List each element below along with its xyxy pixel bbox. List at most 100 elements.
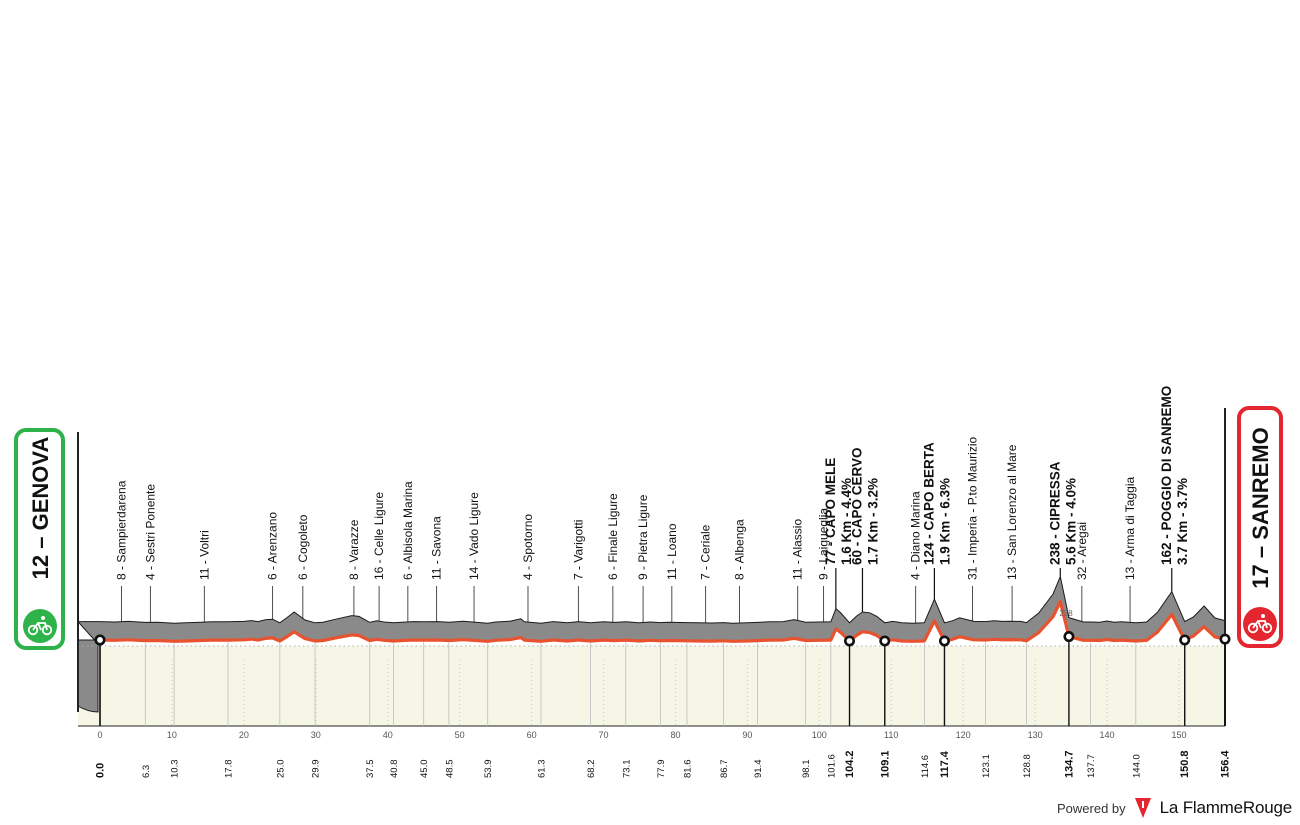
x-tick-label: 110	[884, 730, 898, 740]
checkpoint-dot	[844, 635, 856, 647]
km-point-label: 114.6	[920, 755, 931, 778]
km-point-label: 68.2	[586, 760, 597, 779]
checkpoint-dot	[1179, 634, 1191, 646]
flamme-rouge-logo-icon	[1134, 798, 1151, 818]
town-marker-label: 16 - Celle Ligure	[372, 492, 386, 580]
town-marker-label: 11 - Loano	[665, 523, 679, 580]
km-point-label: 128.8	[1022, 754, 1033, 778]
km-point-label: 6.3	[141, 765, 152, 778]
start-label: 12 – GENOVA	[28, 437, 53, 580]
town-marker-label: 11 - Savona	[430, 516, 444, 580]
climb-detail-label: 3.7 Km - 3.7%	[1175, 478, 1190, 565]
km-point-label: 81.6	[682, 760, 693, 779]
finish-badge: 17 – SANREMO	[1237, 406, 1283, 648]
summit-annotation: 238	[1059, 609, 1073, 618]
x-tick-label: 100	[812, 730, 827, 740]
checkpoint-dot	[1063, 631, 1075, 643]
km-point-label: 73.1	[621, 760, 632, 779]
x-tick-label: 10	[167, 730, 177, 740]
town-marker-label: 32 - Aregai	[1075, 522, 1089, 580]
finish-label: 17 – SANREMO	[1248, 427, 1273, 588]
km-point-label: 29.9	[311, 760, 322, 779]
climb-label: 238 - CIPRESSA	[1047, 461, 1062, 565]
town-marker-label: 14 - Vado Ligure	[467, 492, 481, 580]
finish-name: SANREMO	[1248, 427, 1273, 539]
climb-detail-label: 5.6 Km - 4.0%	[1063, 478, 1078, 565]
town-marker-label: 8 - Varazze	[347, 519, 361, 580]
town-marker-label: 6 - Finale Ligure	[606, 493, 620, 580]
start-name: GENOVA	[28, 437, 53, 531]
km-point-label: 134.7	[1063, 750, 1075, 778]
town-marker-label: 8 - Albenga	[732, 519, 746, 580]
town-marker-label: 9 - Laigueglia	[817, 508, 831, 580]
start-badge: 12 – GENOVA	[14, 428, 65, 650]
climb-detail-label: 1.6 Km - 4.4%	[839, 478, 854, 565]
climb-label: 124 - CAPO BERTA	[921, 442, 936, 565]
town-marker-label: 31 - Imperia - P.to Maurizio	[966, 437, 980, 580]
x-tick-label: 50	[455, 730, 465, 740]
x-tick-label: 0	[97, 730, 102, 740]
town-marker-label: 6 - Albisola Marina	[401, 481, 415, 580]
x-tick-label: 20	[239, 730, 249, 740]
x-tick-label: 30	[311, 730, 321, 740]
x-tick-label: 130	[1028, 730, 1043, 740]
plain-area	[78, 646, 1225, 726]
km-point-label: 98.1	[801, 760, 812, 779]
km-point-label: 104.2	[844, 750, 856, 778]
climb-label: 162 - POGGIO DI SANREMO	[1159, 386, 1174, 565]
km-point-label: 91.4	[753, 760, 764, 779]
town-marker-label: 13 - San Lorenzo al Mare	[1005, 444, 1019, 580]
checkpoint-dot	[1219, 633, 1231, 645]
km-point-label: 86.7	[719, 760, 730, 779]
climb-label: 77 - CAPO MELE	[823, 458, 838, 565]
km-point-label: 150.8	[1179, 750, 1191, 778]
powered-by-footer: Powered by La FlammeRouge	[1057, 797, 1292, 819]
km-point-label: 61.3	[536, 760, 547, 779]
powered-by-label: Powered by	[1057, 800, 1126, 816]
route-line	[99, 599, 1226, 643]
town-marker-label: 7 - Varigotti	[571, 520, 585, 580]
start-altitude: 12	[28, 555, 53, 579]
km-point-label: 117.4	[939, 750, 951, 778]
x-tick-label: 150	[1171, 730, 1186, 740]
checkpoint-dot	[879, 635, 891, 647]
x-tick-label: 90	[742, 730, 752, 740]
town-marker-label: 6 - Arenzano	[266, 512, 280, 580]
km-point-label: 37.5	[365, 760, 376, 779]
x-tick-label: 40	[383, 730, 393, 740]
town-marker-label: 11 - Alassio	[791, 519, 805, 580]
km-point-label: 123.1	[981, 754, 992, 778]
x-tick-label: 60	[527, 730, 537, 740]
town-marker-label: 9 - Pietra Ligure	[636, 494, 650, 580]
town-marker-label: 13 - Arma di Taggia	[1123, 477, 1137, 580]
km-point-label: 101.6	[826, 754, 837, 778]
town-marker-label: 4 - Spotorno	[521, 514, 535, 580]
km-point-label: 25.0	[275, 760, 286, 779]
brand-name: La FlammeRouge	[1159, 798, 1293, 817]
km-point-label: 40.8	[389, 760, 400, 779]
checkpoint-dot	[938, 635, 950, 647]
start-dot	[94, 634, 106, 646]
km-point-label: 10.3	[170, 760, 181, 779]
climb-detail-label: 1.9 Km - 6.3%	[937, 478, 952, 565]
x-tick-label: 120	[956, 730, 971, 740]
km-point-label: 53.9	[483, 760, 494, 779]
town-marker-label: 6 - Cogoleto	[296, 514, 310, 580]
km-point-label: 137.7	[1086, 754, 1097, 778]
km-point-label: 17.8	[224, 760, 235, 779]
town-marker-label: 7 - Ceriale	[699, 524, 713, 580]
x-tick-label: 140	[1100, 730, 1115, 740]
km-point-label: 48.5	[444, 760, 455, 779]
town-marker-label: 8 - Sampierdarena	[115, 480, 129, 580]
finish-altitude: 17	[1248, 564, 1273, 588]
km-point-label: 109.1	[879, 750, 891, 778]
climb-detail-label: 1.7 Km - 3.2%	[865, 478, 880, 565]
km-point-label: 144.0	[1131, 754, 1142, 778]
town-marker-label: 11 - Voltri	[197, 530, 211, 580]
km-point-label: 45.0	[419, 760, 430, 779]
town-marker-label: 4 - Sestri Ponente	[143, 484, 157, 580]
x-tick-label: 80	[670, 730, 680, 740]
km-point-label: 0.0	[95, 763, 107, 778]
x-tick-label: 70	[599, 730, 609, 740]
